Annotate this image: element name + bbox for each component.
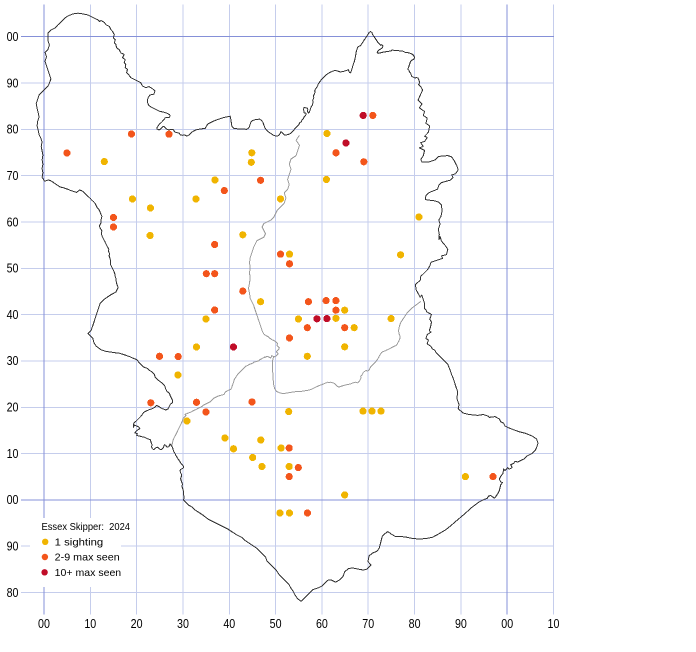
svg-text:2-9 max seen: 2-9 max seen	[55, 552, 120, 564]
svg-text:70: 70	[362, 616, 374, 631]
svg-text:30: 30	[177, 616, 189, 631]
svg-text:60: 60	[7, 214, 19, 229]
svg-text:80: 80	[7, 585, 19, 600]
svg-text:20: 20	[131, 616, 143, 631]
svg-text:00: 00	[501, 616, 513, 631]
svg-text:40: 40	[7, 307, 19, 322]
svg-text:10: 10	[84, 616, 96, 631]
svg-text:Essex Skipper: 2024: Essex Skipper: 2024	[42, 521, 131, 533]
svg-text:50: 50	[270, 616, 282, 631]
svg-text:80: 80	[7, 122, 19, 137]
svg-text:30: 30	[7, 353, 19, 368]
svg-text:10+ max seen: 10+ max seen	[55, 567, 122, 579]
svg-text:1 sighting: 1 sighting	[55, 536, 104, 548]
svg-text:00: 00	[38, 616, 50, 631]
svg-text:60: 60	[316, 616, 328, 631]
svg-text:10: 10	[7, 446, 19, 461]
svg-text:00: 00	[7, 29, 19, 44]
svg-text:70: 70	[7, 168, 19, 183]
svg-text:90: 90	[7, 75, 19, 90]
svg-text:90: 90	[455, 616, 467, 631]
svg-text:10: 10	[548, 616, 560, 631]
svg-text:90: 90	[7, 539, 19, 554]
svg-text:80: 80	[409, 616, 421, 631]
svg-text:50: 50	[7, 261, 19, 276]
svg-text:00: 00	[7, 492, 19, 507]
svg-text:20: 20	[7, 400, 19, 415]
svg-text:40: 40	[223, 616, 235, 631]
